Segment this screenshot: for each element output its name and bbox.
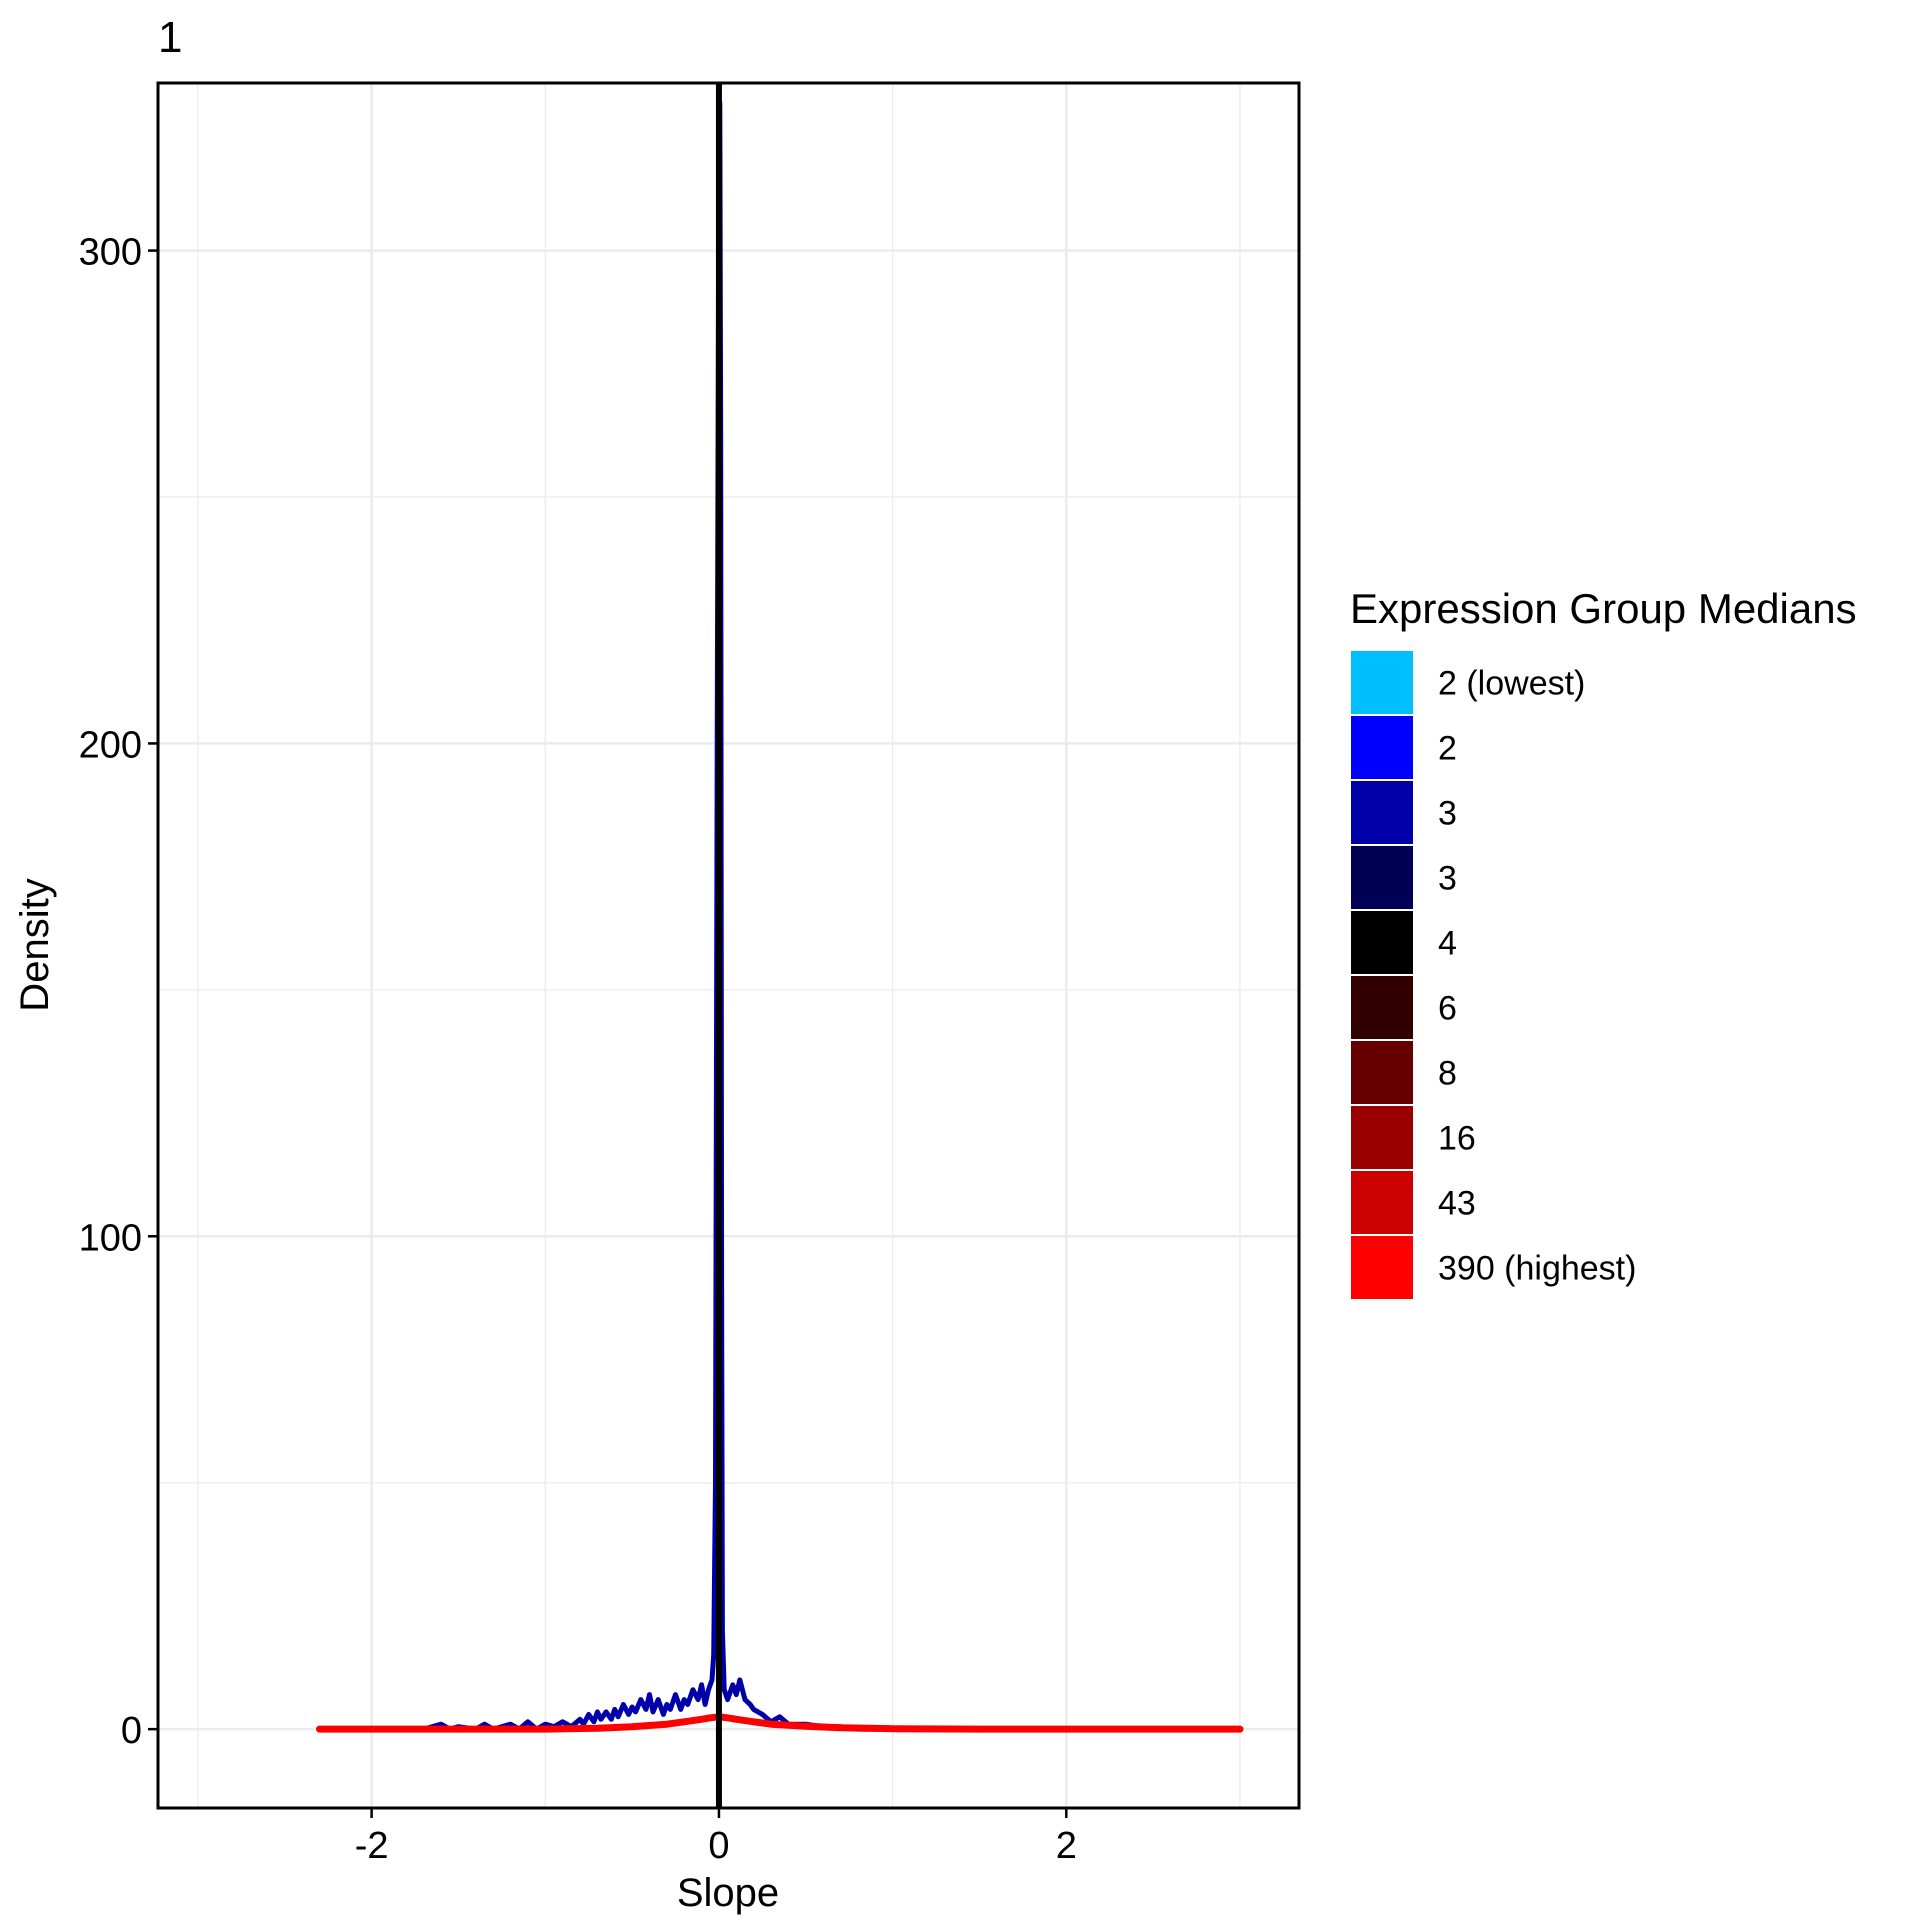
legend-label: 390 (highest) <box>1438 1250 1636 1288</box>
legend-label: 4 <box>1438 925 1457 963</box>
legend-title: Expression Group Medians <box>1350 585 1857 632</box>
legend-swatch <box>1349 1104 1415 1171</box>
legend-swatch <box>1349 844 1415 911</box>
axis-layer: -2 0 2 0 100 200 300 <box>79 232 1077 1867</box>
legend-label: 3 <box>1438 795 1457 833</box>
y-tick-label: 0 <box>121 1710 142 1752</box>
legend-label: 8 <box>1438 1055 1457 1093</box>
legend-label: 16 <box>1438 1120 1476 1158</box>
y-axis-label: Density <box>13 878 57 1011</box>
y-tick-label: 200 <box>79 724 142 766</box>
legend-label: 43 <box>1438 1185 1476 1223</box>
legend-swatch <box>1349 714 1415 781</box>
y-tick-label: 100 <box>79 1217 142 1259</box>
legend-label: 6 <box>1438 990 1457 1028</box>
legend-label: 3 <box>1438 860 1457 898</box>
legend-swatch <box>1349 974 1415 1041</box>
legend-swatch <box>1349 909 1415 976</box>
x-axis-label: Slope <box>677 1871 779 1915</box>
grid-layer <box>158 83 1299 1808</box>
legend-label: 2 <box>1438 730 1457 768</box>
panel-border <box>156 81 1301 1810</box>
series-line-0 <box>317 100 1243 1732</box>
chart-title: 1 <box>158 13 182 62</box>
x-tick-label: -2 <box>355 1825 389 1867</box>
legend-swatch <box>1349 649 1415 716</box>
legend-swatch <box>1349 779 1415 846</box>
legend-label: 2 (lowest) <box>1438 665 1585 703</box>
y-tick-label: 300 <box>79 232 142 274</box>
series-layer <box>316 100 1244 1733</box>
legend-swatch <box>1349 1234 1415 1301</box>
x-tick-label: 0 <box>708 1825 729 1867</box>
legend: Expression Group Medians 2 (lowest) 2 3 3 4 6… <box>1349 585 1857 1301</box>
series-line-1 <box>316 1713 1244 1733</box>
legend-swatch <box>1349 1169 1415 1236</box>
x-tick-label: 2 <box>1056 1825 1077 1867</box>
legend-entries: 2 (lowest) 2 3 3 4 6 8 16 43 390 (highest) <box>1349 649 1636 1301</box>
legend-swatch <box>1349 1039 1415 1106</box>
